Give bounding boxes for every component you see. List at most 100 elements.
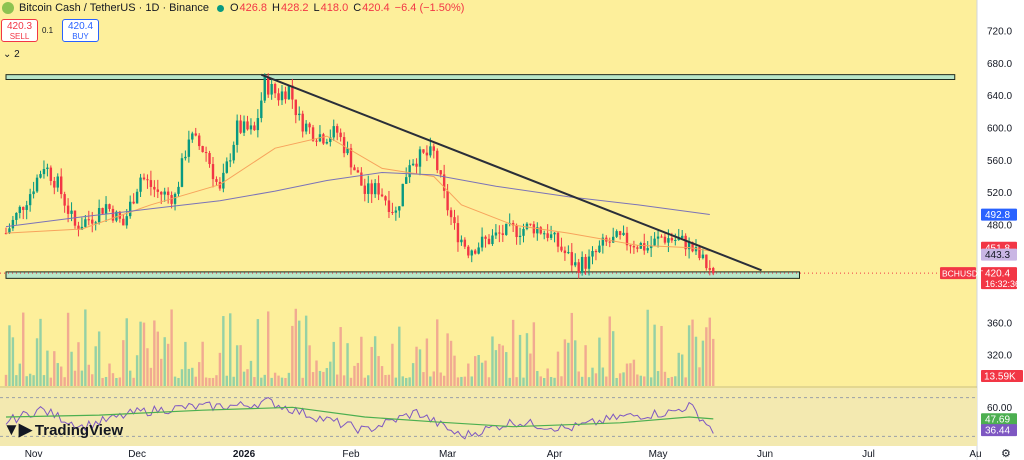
volume-bar	[329, 361, 332, 386]
volume-bar	[184, 341, 187, 386]
time-axis-tick-label: Apr	[547, 449, 563, 460]
candle-body	[66, 205, 70, 214]
close-value: 420.4	[362, 2, 390, 14]
volume-bar	[77, 342, 80, 386]
volume-bar	[149, 367, 153, 386]
candle-body	[180, 158, 184, 187]
candle-body	[239, 120, 242, 133]
volume-bar	[25, 376, 28, 386]
open-key: O	[229, 2, 239, 14]
rsi-ma-line	[5, 406, 714, 428]
candle-body	[198, 135, 201, 147]
volume-bar	[315, 360, 318, 386]
volume-bar	[229, 313, 232, 386]
candle-body	[398, 206, 401, 211]
candle-body	[501, 233, 504, 235]
volume-bar	[394, 377, 398, 386]
candle-body	[187, 139, 191, 157]
candle-body	[91, 219, 94, 224]
candle-body	[4, 233, 8, 235]
candle-body	[315, 140, 318, 142]
sell-button[interactable]: 420.3 SELL	[1, 19, 38, 42]
volume-bar	[684, 377, 687, 386]
symbol-title[interactable]: Bitcoin Cash / TetherUS · 1D · Binance	[19, 2, 209, 14]
candle-body	[470, 250, 473, 256]
candle-body	[256, 118, 260, 131]
volume-bar	[456, 377, 460, 386]
volume-bar	[515, 377, 518, 386]
candle-body	[18, 206, 21, 213]
volume-bar	[22, 312, 25, 386]
volume-bar	[122, 340, 125, 386]
candle-body	[242, 121, 246, 133]
candle-body	[263, 76, 266, 101]
candle-body	[87, 219, 90, 221]
candle-body	[525, 223, 529, 229]
volume-bar	[318, 370, 322, 386]
candle-body	[201, 146, 204, 153]
candle-body	[539, 227, 542, 234]
volume-bar	[377, 356, 380, 386]
price-axis-tick-label: 360.0	[987, 319, 1012, 330]
price-label-box	[981, 208, 1017, 221]
volume-bar	[60, 366, 63, 386]
candle-body	[660, 236, 663, 238]
candle-body	[70, 210, 73, 214]
candle-body	[101, 208, 104, 214]
candle-body	[649, 245, 653, 249]
candle-body	[656, 236, 660, 239]
change-value: −6.4 (−1.50%)	[394, 2, 465, 14]
volume-bar	[498, 343, 501, 386]
candle-body	[153, 186, 156, 190]
settings-gear-icon: ⚙	[1001, 448, 1011, 460]
candle-body	[246, 121, 249, 130]
volume-bar	[166, 343, 170, 386]
volume-bar	[235, 345, 239, 386]
volume-bar	[108, 363, 111, 386]
volume-bar	[129, 370, 132, 386]
volume-bar	[70, 351, 73, 386]
volume-bar	[111, 373, 115, 386]
candle-body	[349, 148, 353, 168]
volume-bar	[632, 359, 636, 386]
candle-body	[204, 152, 208, 154]
volume-bar	[398, 326, 401, 386]
candle-body	[681, 235, 684, 239]
candle-body	[184, 156, 187, 159]
time-axis-background	[0, 446, 977, 460]
volume-bar	[353, 365, 356, 386]
moving-average-fast	[5, 135, 710, 252]
high-key: H	[272, 2, 280, 14]
volume-bar	[311, 372, 315, 386]
volume-bar	[563, 339, 567, 386]
volume-bar	[180, 369, 184, 386]
buy-button[interactable]: 420.4 BUY	[62, 19, 99, 42]
volume-bar	[708, 317, 711, 386]
candle-body	[477, 247, 480, 254]
volume-bar	[439, 372, 442, 386]
candle-body	[670, 238, 674, 241]
candle-body	[56, 176, 59, 188]
volume-bar	[208, 377, 211, 386]
volume-bar	[218, 352, 222, 386]
volume-bar	[367, 375, 370, 386]
volume-bar	[146, 348, 149, 386]
candle-body	[173, 193, 177, 204]
candle-body	[667, 238, 670, 243]
volume-bar	[601, 367, 605, 386]
candle-body	[394, 210, 398, 213]
candle-body	[46, 167, 49, 170]
volume-bar	[270, 377, 273, 386]
candle-body	[601, 237, 605, 246]
volume-bar	[487, 377, 491, 386]
descending-trendline	[260, 73, 762, 272]
indicators-toggle[interactable]: ⌄ 2	[3, 49, 20, 60]
volume-bar	[163, 337, 166, 386]
volume-bar	[332, 341, 335, 386]
volume-bar	[18, 363, 21, 386]
volume-bar	[525, 333, 529, 386]
candle-body	[615, 231, 618, 237]
price-axis-tick-label: 720.0	[987, 27, 1012, 38]
volume-bar	[553, 377, 556, 386]
